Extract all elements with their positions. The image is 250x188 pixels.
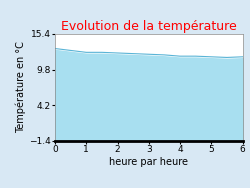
Title: Evolution de la température: Evolution de la température <box>61 20 236 33</box>
X-axis label: heure par heure: heure par heure <box>109 157 188 167</box>
Y-axis label: Température en °C: Température en °C <box>16 42 26 133</box>
